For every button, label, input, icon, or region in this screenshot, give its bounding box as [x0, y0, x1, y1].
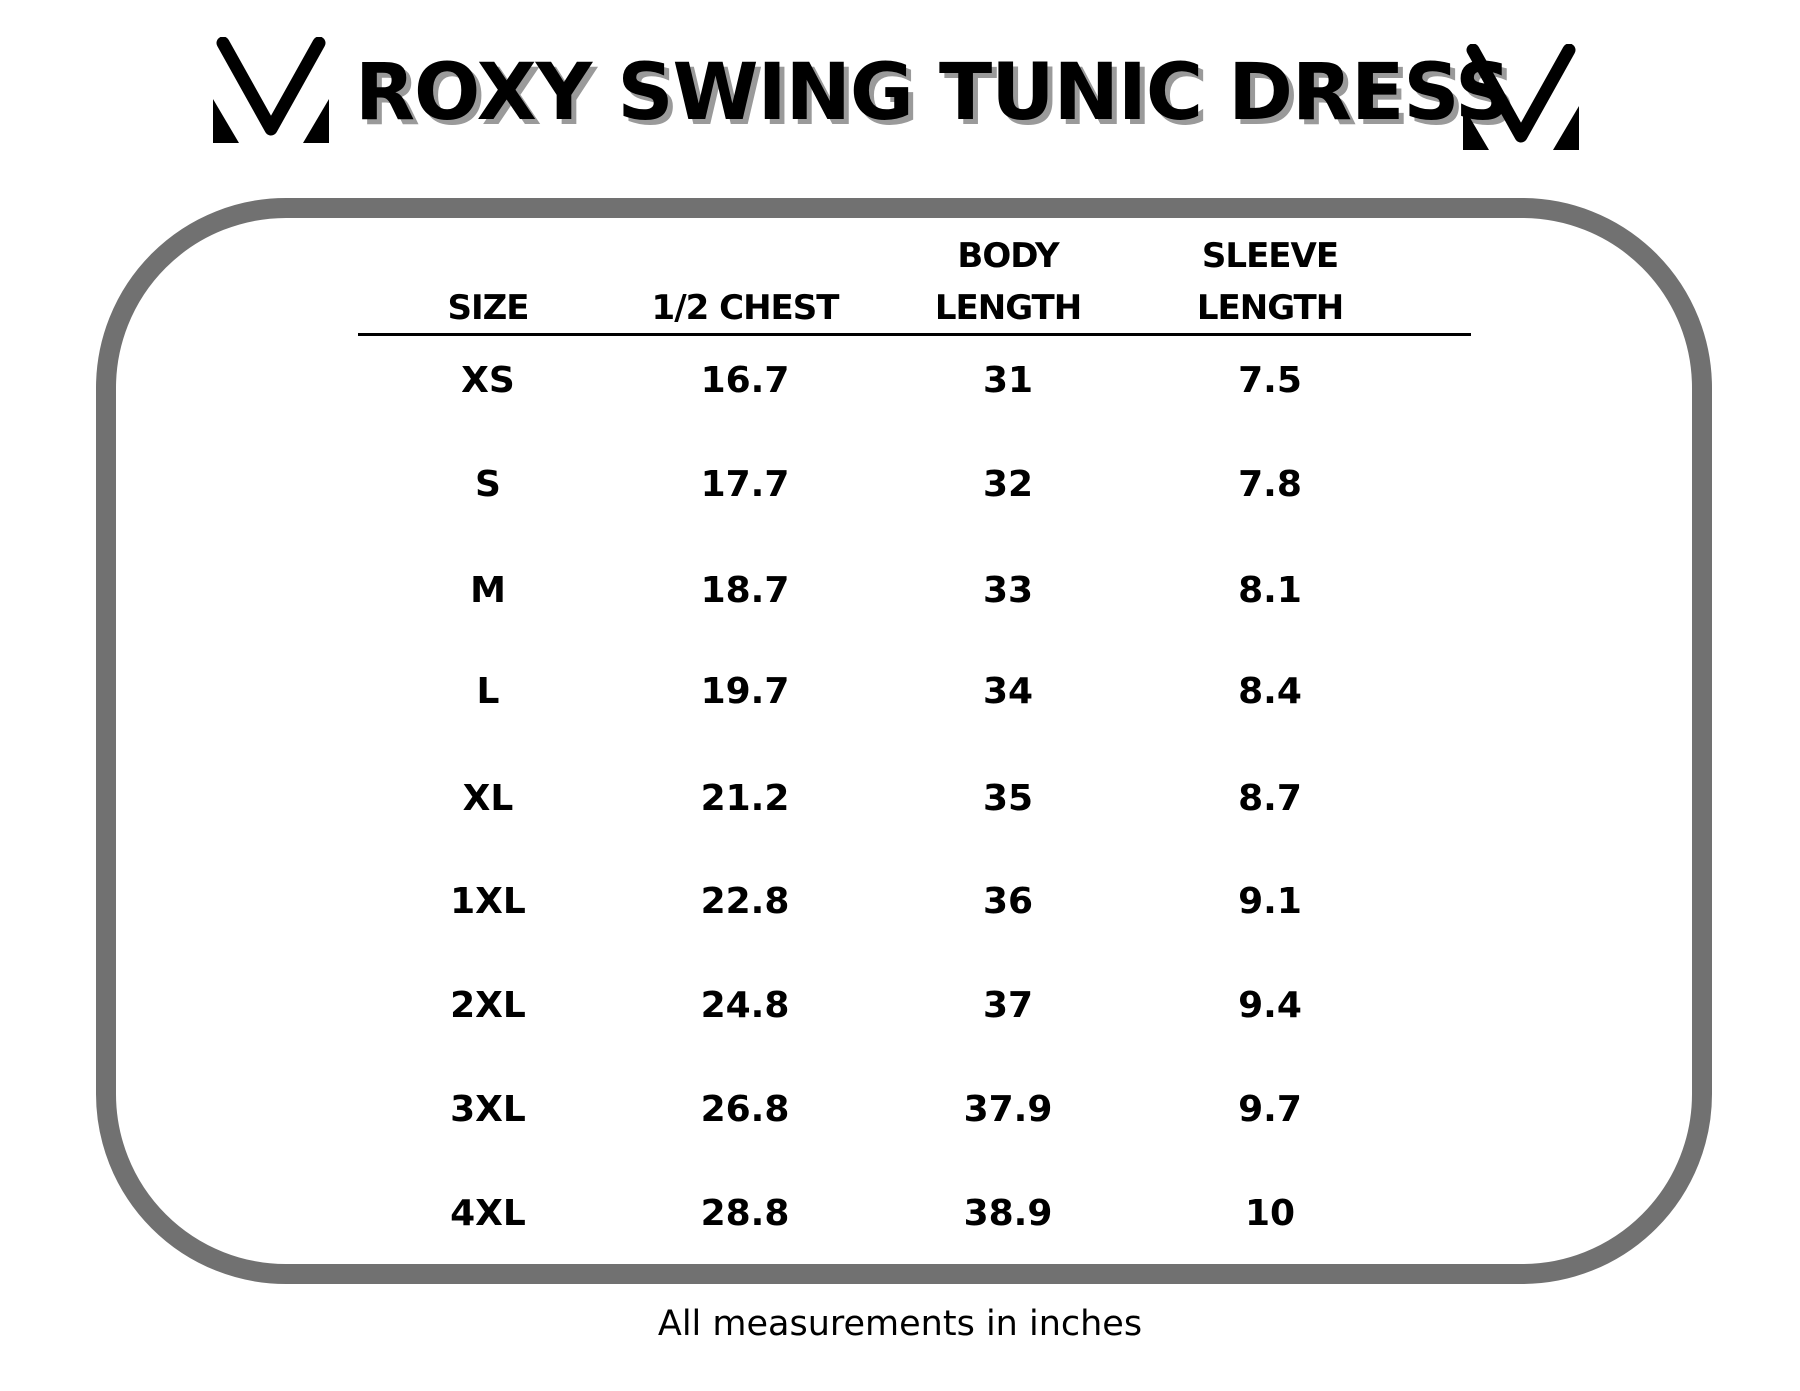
cell-body-length: 38.9 — [963, 1193, 1053, 1234]
cell-size: XS — [461, 360, 515, 401]
header-text: LENGTH — [934, 288, 1082, 328]
cell-size: 1XL — [450, 881, 526, 922]
cell-body-length: 37 — [982, 985, 1034, 1026]
cell-sleeve-length: 10 — [1244, 1193, 1296, 1234]
header-text: BODY — [957, 236, 1059, 276]
cell-size: 4XL — [450, 1193, 526, 1234]
cell-size: S — [475, 464, 501, 505]
header-divider — [358, 333, 1471, 336]
cell-size: L — [476, 671, 500, 712]
brand-logo-icon — [213, 37, 329, 143]
cell-half-chest: 28.8 — [700, 1193, 790, 1234]
cell-sleeve-length: 9.1 — [1238, 881, 1302, 922]
column-header-sleeve-length: SLEEVE LENGTH — [1140, 230, 1400, 334]
footer-note: All measurements in inches — [657, 1304, 1143, 1344]
cell-sleeve-length: 7.5 — [1238, 360, 1302, 401]
header-text: 1/2 CHEST — [651, 288, 840, 328]
column-header-body-length: BODY LENGTH — [878, 230, 1138, 334]
header-text: LENGTH — [1196, 288, 1344, 328]
cell-sleeve-length: 9.7 — [1238, 1089, 1302, 1130]
cell-body-length: 37.9 — [963, 1089, 1053, 1130]
column-header-size: SIZE — [358, 230, 618, 334]
cell-sleeve-length: 8.4 — [1238, 671, 1302, 712]
column-header-half-chest: 1/2 CHEST — [615, 230, 875, 334]
cell-sleeve-length: 9.4 — [1238, 985, 1302, 1026]
cell-half-chest: 17.7 — [700, 464, 790, 505]
header-text: SLEEVE — [1201, 236, 1339, 276]
cell-size: 2XL — [450, 985, 526, 1026]
cell-body-length: 35 — [982, 778, 1034, 819]
cell-half-chest: 18.7 — [700, 570, 790, 611]
cell-size: M — [470, 570, 506, 611]
page-title: ROXY SWING TUNIC DRESS — [355, 48, 1511, 138]
cell-half-chest: 16.7 — [700, 360, 790, 401]
cell-half-chest: 26.8 — [700, 1089, 790, 1130]
header-text — [358, 230, 618, 282]
cell-half-chest: 19.7 — [700, 671, 790, 712]
cell-half-chest: 24.8 — [700, 985, 790, 1026]
header-text — [615, 230, 875, 282]
cell-half-chest: 22.8 — [700, 881, 790, 922]
size-chart-frame — [96, 198, 1712, 1284]
cell-body-length: 34 — [982, 671, 1034, 712]
cell-body-length: 31 — [982, 360, 1034, 401]
cell-body-length: 33 — [982, 570, 1034, 611]
cell-size: 3XL — [450, 1089, 526, 1130]
cell-half-chest: 21.2 — [700, 778, 790, 819]
cell-sleeve-length: 7.8 — [1238, 464, 1302, 505]
cell-size: XL — [462, 778, 514, 819]
cell-sleeve-length: 8.7 — [1238, 778, 1302, 819]
brand-logo-icon — [1463, 44, 1579, 150]
cell-sleeve-length: 8.1 — [1238, 570, 1302, 611]
cell-body-length: 32 — [982, 464, 1034, 505]
header-text: SIZE — [447, 288, 529, 328]
cell-body-length: 36 — [982, 881, 1034, 922]
